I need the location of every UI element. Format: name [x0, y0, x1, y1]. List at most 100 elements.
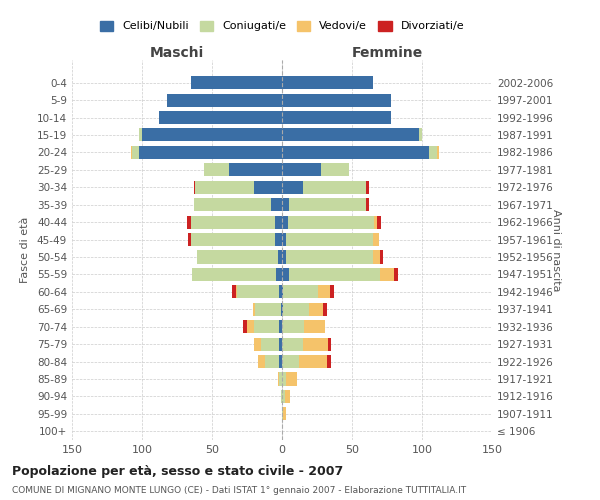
Bar [373, 233, 379, 246]
Bar [265, 355, 279, 368]
Bar [380, 268, 394, 281]
Bar [285, 390, 290, 403]
Bar [254, 338, 261, 350]
Bar [282, 76, 373, 89]
Text: Popolazione per età, sesso e stato civile - 2007: Popolazione per età, sesso e stato civil… [12, 464, 343, 477]
Text: COMUNE DI MIGNANO MONTE LUNGO (CE) - Dati ISTAT 1° gennaio 2007 - Elaborazione T: COMUNE DI MIGNANO MONTE LUNGO (CE) - Dat… [12, 486, 466, 495]
Bar [275, 233, 282, 246]
Bar [282, 146, 429, 159]
Bar [394, 268, 398, 281]
Bar [323, 302, 327, 316]
Bar [256, 302, 281, 316]
Bar [374, 216, 377, 228]
Legend: Celibi/Nubili, Coniugati/e, Vedovi/e, Divorziati/e: Celibi/Nubili, Coniugati/e, Vedovi/e, Di… [95, 16, 469, 36]
Bar [366, 180, 369, 194]
Bar [282, 268, 289, 281]
Bar [303, 338, 328, 350]
Bar [236, 286, 237, 298]
Bar [321, 164, 349, 176]
Bar [329, 286, 334, 298]
Bar [193, 268, 277, 281]
Text: Femmine: Femmine [352, 46, 422, 60]
Bar [286, 233, 373, 246]
Bar [282, 111, 391, 124]
Bar [282, 286, 283, 298]
Bar [299, 355, 327, 368]
Bar [142, 128, 282, 141]
Bar [191, 216, 275, 228]
Bar [377, 216, 382, 228]
Bar [232, 286, 236, 298]
Bar [282, 390, 285, 403]
Bar [282, 128, 419, 141]
Bar [286, 250, 373, 264]
Bar [194, 198, 271, 211]
Bar [289, 198, 366, 211]
Bar [229, 164, 282, 176]
Bar [282, 216, 287, 228]
Bar [271, 198, 282, 211]
Bar [254, 180, 282, 194]
Bar [304, 320, 325, 333]
Bar [279, 372, 282, 386]
Bar [254, 320, 279, 333]
Bar [279, 338, 282, 350]
Y-axis label: Fasce di età: Fasce di età [20, 217, 30, 283]
Bar [373, 250, 380, 264]
Bar [282, 408, 283, 420]
Bar [188, 233, 191, 246]
Bar [380, 250, 383, 264]
Bar [278, 372, 279, 386]
Bar [277, 268, 282, 281]
Bar [283, 302, 308, 316]
Bar [195, 180, 254, 194]
Bar [289, 268, 380, 281]
Bar [203, 164, 229, 176]
Bar [139, 128, 142, 141]
Bar [282, 302, 283, 316]
Bar [282, 250, 286, 264]
Bar [132, 146, 139, 159]
Bar [303, 180, 366, 194]
Bar [282, 180, 303, 194]
Bar [258, 355, 265, 368]
Bar [286, 372, 298, 386]
Bar [279, 320, 282, 333]
Bar [131, 146, 132, 159]
Bar [327, 355, 331, 368]
Bar [308, 302, 323, 316]
Bar [237, 286, 279, 298]
Bar [279, 286, 282, 298]
Bar [283, 408, 286, 420]
Bar [282, 94, 391, 106]
Bar [139, 146, 282, 159]
Bar [275, 216, 282, 228]
Bar [197, 250, 278, 264]
Bar [191, 76, 282, 89]
Bar [437, 146, 439, 159]
Bar [282, 164, 321, 176]
Bar [261, 338, 279, 350]
Bar [328, 338, 331, 350]
Bar [278, 250, 282, 264]
Y-axis label: Anni di nascita: Anni di nascita [551, 209, 560, 291]
Bar [429, 146, 437, 159]
Bar [282, 198, 289, 211]
Bar [281, 302, 282, 316]
Bar [243, 320, 247, 333]
Bar [167, 94, 282, 106]
Bar [282, 320, 304, 333]
Bar [247, 320, 254, 333]
Bar [191, 233, 275, 246]
Bar [282, 338, 303, 350]
Bar [279, 355, 282, 368]
Bar [253, 302, 256, 316]
Bar [419, 128, 422, 141]
Text: Maschi: Maschi [150, 46, 204, 60]
Bar [282, 355, 299, 368]
Bar [319, 286, 329, 298]
Bar [159, 111, 282, 124]
Bar [281, 390, 282, 403]
Bar [282, 372, 286, 386]
Bar [283, 286, 319, 298]
